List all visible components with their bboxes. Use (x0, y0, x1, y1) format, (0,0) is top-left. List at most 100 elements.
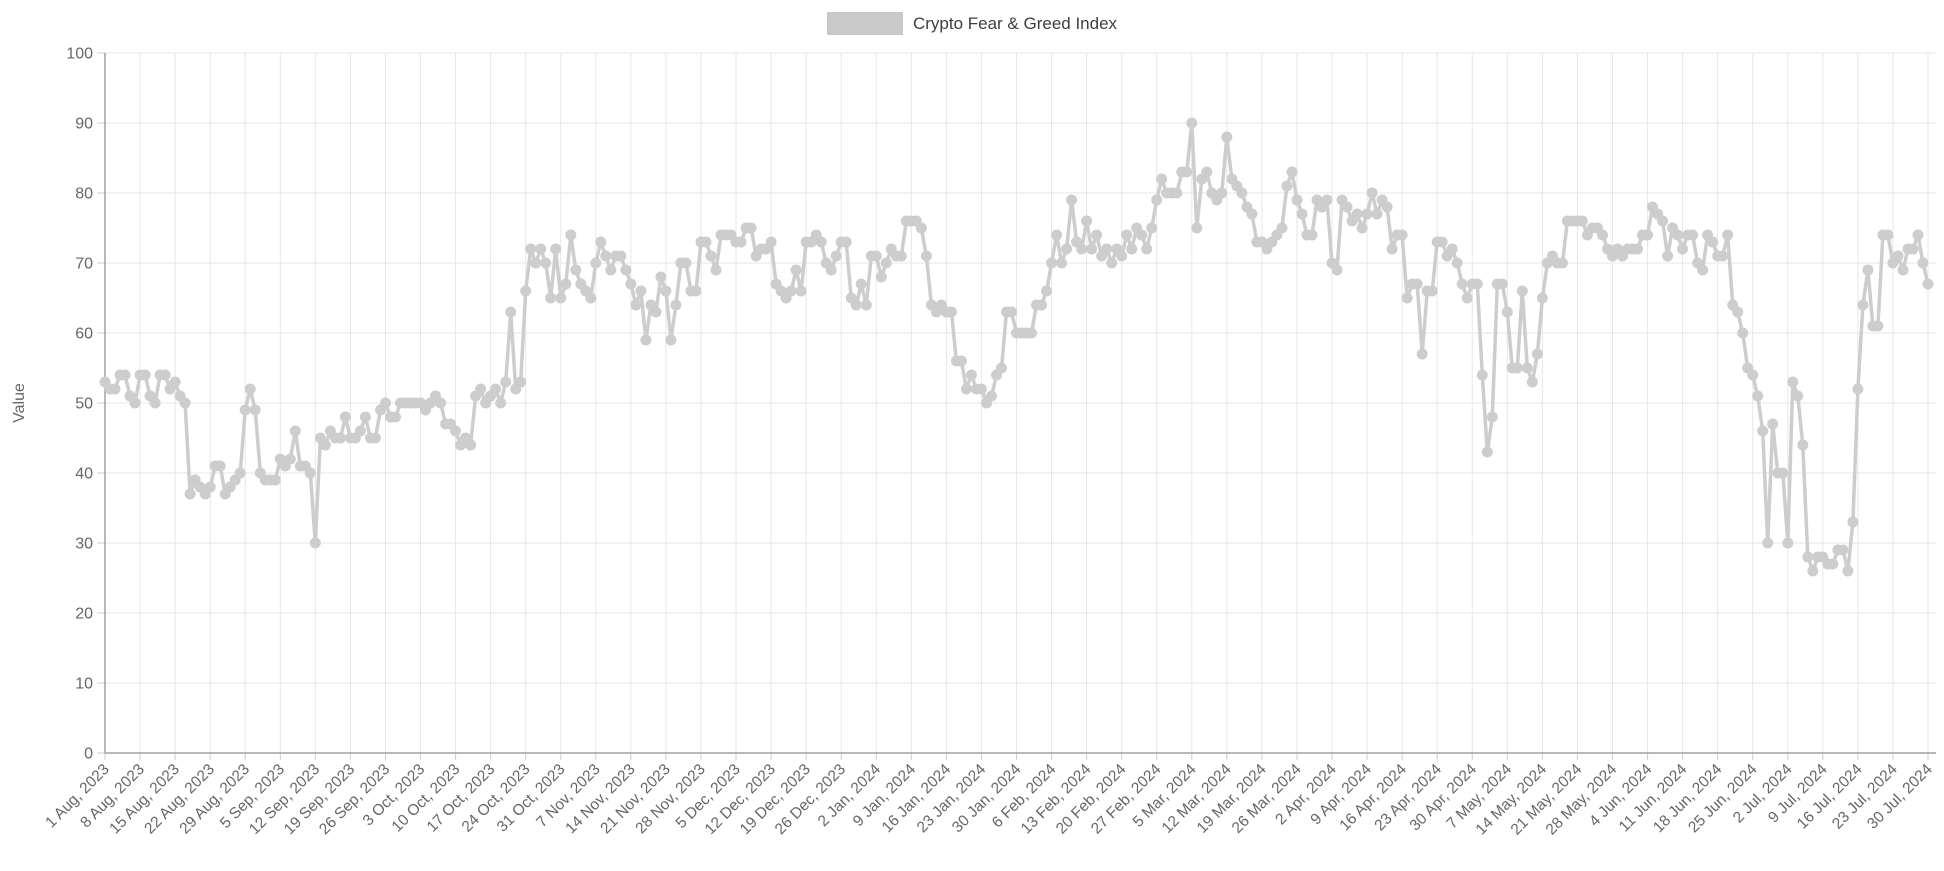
data-point-marker (1662, 250, 1674, 262)
data-point-marker (1446, 243, 1458, 255)
data-point-marker (495, 397, 507, 409)
data-point-marker (1146, 222, 1158, 234)
data-point-marker (1471, 278, 1483, 290)
data-point-marker (1922, 278, 1934, 290)
data-point-marker (1461, 292, 1473, 304)
data-point-marker (1126, 243, 1138, 255)
data-point-marker (1597, 229, 1608, 241)
data-point-marker (1486, 411, 1498, 423)
data-point-marker (790, 264, 802, 276)
data-point-marker (965, 369, 977, 381)
data-point-marker (680, 257, 692, 269)
data-point-marker (1356, 222, 1368, 234)
data-point-marker (996, 362, 1007, 374)
y-gridlines (105, 52, 1936, 754)
data-point-marker (1121, 229, 1133, 241)
data-point-marker (635, 285, 647, 297)
data-point-marker (1396, 229, 1408, 241)
data-point-marker (1191, 222, 1203, 234)
data-point-marker (986, 390, 997, 402)
data-point-marker (825, 264, 837, 276)
data-point-marker (795, 285, 807, 297)
data-point-marker (660, 285, 672, 297)
data-point-marker (234, 467, 246, 479)
data-point-marker (875, 271, 887, 283)
data-point-marker (630, 299, 642, 311)
data-point-marker (955, 355, 967, 367)
data-point-marker (745, 222, 757, 234)
data-point-marker (1717, 250, 1729, 262)
data-point-marker (369, 432, 381, 444)
data-point-marker (700, 236, 712, 248)
data-point-marker (149, 397, 161, 409)
data-point-marker (1061, 243, 1073, 255)
data-point-marker (1687, 229, 1699, 241)
data-point-marker (1837, 544, 1849, 556)
y-tick-label: 80 (75, 186, 93, 203)
data-point-marker (1732, 306, 1744, 318)
data-point-marker (289, 425, 301, 437)
data-point-marker (1286, 166, 1298, 178)
data-point-marker (1531, 348, 1543, 360)
data-point-marker (1802, 551, 1814, 563)
data-point-marker (690, 285, 702, 297)
data-point-marker (1026, 327, 1037, 339)
data-point-marker (1136, 229, 1148, 241)
data-point-marker (500, 376, 512, 388)
data-point-marker (1351, 208, 1363, 220)
data-point-marker (1516, 285, 1528, 297)
data-point-marker (319, 439, 331, 451)
data-point-marker (1381, 201, 1393, 213)
data-point-marker (1186, 117, 1198, 129)
data-point-marker (765, 236, 777, 248)
data-point-marker (1081, 215, 1093, 227)
data-point-marker (665, 334, 677, 346)
data-point-marker (1747, 369, 1759, 381)
data-point-marker (540, 257, 552, 269)
data-point-marker (1657, 215, 1669, 227)
data-point-marker (1171, 187, 1183, 199)
data-point-marker (1677, 243, 1689, 255)
data-point-marker (785, 285, 797, 297)
data-point-marker (1697, 264, 1709, 276)
data-point-marker (870, 250, 882, 262)
data-point-marker (1521, 362, 1533, 374)
data-point-marker (1041, 285, 1052, 297)
data-point-marker (450, 425, 462, 437)
data-point-marker (1086, 243, 1098, 255)
data-point-marker (1036, 299, 1047, 311)
data-point-marker (1917, 257, 1929, 269)
data-point-marker (309, 537, 321, 549)
data-point-marker (1401, 292, 1413, 304)
data-point-marker (1842, 565, 1854, 577)
data-point-marker (490, 383, 502, 395)
data-point-marker (710, 264, 722, 276)
data-point-marker (735, 236, 747, 248)
data-point-marker (244, 383, 256, 395)
data-point-marker (1056, 257, 1068, 269)
data-point-marker (1046, 257, 1058, 269)
data-point-marker (204, 481, 216, 493)
data-point-marker (550, 243, 562, 255)
data-point-marker (1892, 250, 1904, 262)
chart-legend[interactable]: Crypto Fear & Greed Index (0, 0, 1944, 35)
data-point-marker (1296, 208, 1308, 220)
data-point-marker (1221, 131, 1233, 143)
data-point-marker (1436, 236, 1448, 248)
data-point-marker (1672, 229, 1684, 241)
data-point-marker (109, 383, 121, 395)
data-point-marker (1476, 369, 1488, 381)
data-point-marker (354, 425, 366, 437)
data-point-marker (535, 243, 547, 255)
data-point-marker (850, 299, 862, 311)
data-point-marker (670, 299, 682, 311)
data-point-marker (655, 271, 667, 283)
data-point-marker (860, 299, 872, 311)
data-point-marker (1451, 257, 1463, 269)
data-point-marker (1276, 222, 1288, 234)
data-point-marker (520, 285, 532, 297)
data-point-marker (840, 236, 852, 248)
data-point-marker (525, 243, 537, 255)
